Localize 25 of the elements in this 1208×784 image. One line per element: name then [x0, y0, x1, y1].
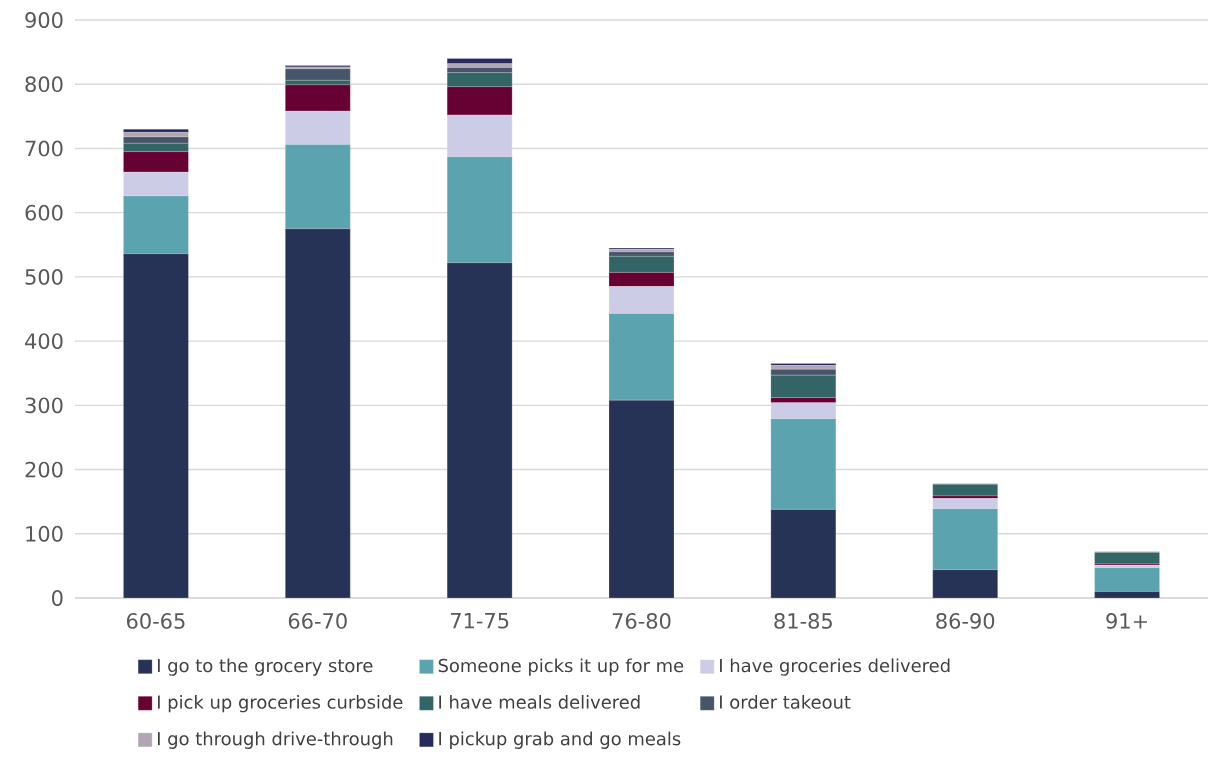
x-tick-label: 71-75	[450, 613, 509, 629]
legend-label: I pick up groceries curbside	[157, 694, 403, 713]
legend-label: I pickup grab and go meals	[439, 731, 681, 749]
legend-label: Someone picks it up for me	[438, 658, 684, 676]
y-tick-label: 900	[25, 12, 63, 28]
x-tick-label: 60-65	[127, 613, 185, 629]
legend-label: I go to the grocery store	[157, 658, 373, 676]
y-tick-label: 600	[25, 204, 63, 221]
y-tick-label: 200	[25, 461, 63, 478]
legend-label: I have groceries delivered	[720, 658, 950, 676]
y-tick-label: 500	[25, 268, 63, 285]
x-tick-label: 66-70	[288, 613, 347, 629]
x-tick-label: 81-85	[774, 613, 832, 629]
legend-label: I go through drive-through	[157, 731, 393, 749]
legend-label: I order takeout	[720, 694, 851, 709]
x-tick-label: 91+	[1106, 613, 1147, 629]
y-tick-label: 300	[25, 397, 63, 414]
x-tick-label: 86-90	[936, 613, 995, 629]
y-tick-label: 100	[26, 525, 63, 542]
y-tick-label: 0	[52, 590, 63, 606]
y-tick-label: 400	[25, 333, 63, 350]
legend-label: I have meals delivered	[439, 694, 640, 709]
y-tick-label: 700	[25, 140, 63, 157]
y-tick-label: 800	[25, 76, 63, 93]
x-tick-label: 76-80	[612, 613, 671, 629]
